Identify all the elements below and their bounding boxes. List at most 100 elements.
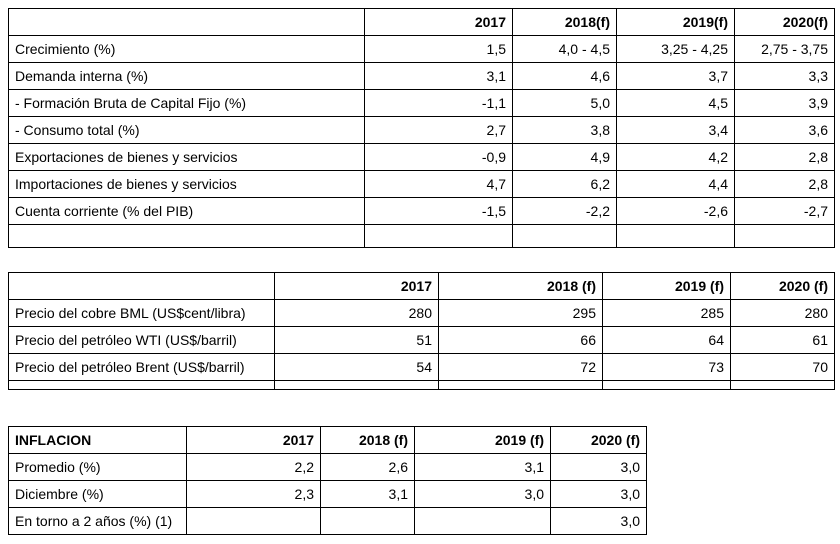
table-cell: -0,9: [364, 143, 513, 171]
table-cell: 4,6: [512, 62, 617, 90]
table-cell: 73: [602, 353, 731, 381]
table-cell: 54: [274, 353, 439, 381]
table-cell: [186, 507, 321, 535]
row-label: - Formación Bruta de Capital Fijo (%): [8, 89, 365, 117]
table-row: En torno a 2 años (%) (1) 3,0: [8, 507, 647, 535]
spacer-cell: [8, 224, 365, 248]
table-row: Importaciones de bienes y servicios 4,7 …: [8, 170, 835, 198]
spacer-cell: [512, 224, 617, 248]
column-header: 2017: [274, 272, 439, 300]
table-cell: 3,1: [320, 480, 415, 508]
spacer-cell: [730, 380, 835, 390]
table-cell: 4,9: [512, 143, 617, 171]
table-cell: 6,2: [512, 170, 617, 198]
table-cell: 2,8: [734, 170, 835, 198]
table-cell: 4,5: [616, 89, 735, 117]
table-row: - Consumo total (%) 2,7 3,8 3,4 3,6: [8, 116, 835, 144]
column-header: 2018 (f): [438, 272, 603, 300]
table-spacer-row: [8, 224, 835, 248]
table-row: - Formación Bruta de Capital Fijo (%) -1…: [8, 89, 835, 117]
column-header: 2018(f): [512, 8, 617, 36]
table-cell: 3,0: [550, 507, 647, 535]
table-row: Precio del petróleo WTI (US$/barril) 51 …: [8, 326, 835, 354]
table-cell: 2,6: [320, 453, 415, 481]
table-cell: 3,7: [616, 62, 735, 90]
table-cell: 2,7: [364, 116, 513, 144]
row-label: En torno a 2 años (%) (1): [8, 507, 187, 535]
table-row: Precio del cobre BML (US$cent/libra) 280…: [8, 299, 835, 327]
table-row: Demanda interna (%) 3,1 4,6 3,7 3,3: [8, 62, 835, 90]
table-row: Crecimiento (%) 1,5 4,0 - 4,5 3,25 - 4,2…: [8, 35, 835, 63]
table-cell: -2,2: [512, 197, 617, 225]
spacer-cell: [274, 380, 439, 390]
column-header: 2019 (f): [602, 272, 731, 300]
table-row: Promedio (%) 2,2 2,6 3,1 3,0: [8, 453, 647, 481]
table-cell: 3,0: [550, 480, 647, 508]
header-blank-cell: [8, 8, 365, 36]
table-cell: 3,0: [550, 453, 647, 481]
table-cell: 3,3: [734, 62, 835, 90]
spacer-cell: [438, 380, 603, 390]
table-cell: 61: [730, 326, 835, 354]
table-title: INFLACION: [8, 426, 187, 454]
table-header-row: INFLACION 2017 2018 (f) 2019 (f) 2020 (f…: [8, 426, 647, 454]
table-cell: 51: [274, 326, 439, 354]
table-cell: 66: [438, 326, 603, 354]
header-blank-cell: [8, 272, 275, 300]
column-header: 2020(f): [734, 8, 835, 36]
table-cell: 295: [438, 299, 603, 327]
table-row: Diciembre (%) 2,3 3,1 3,0 3,0: [8, 480, 647, 508]
column-header: 2020 (f): [550, 426, 647, 454]
inflation-table: INFLACION 2017 2018 (f) 2019 (f) 2020 (f…: [8, 426, 647, 535]
column-header: 2019 (f): [414, 426, 551, 454]
table-cell: 4,2: [616, 143, 735, 171]
table-cell: 4,0 - 4,5: [512, 35, 617, 63]
table-cell: -2,6: [616, 197, 735, 225]
table-cell: 70: [730, 353, 835, 381]
table-cell: 3,0: [414, 480, 551, 508]
table-cell: [320, 507, 415, 535]
column-header: 2017: [364, 8, 513, 36]
column-header: 2019(f): [616, 8, 735, 36]
table-header-row: 2017 2018(f) 2019(f) 2020(f): [8, 8, 835, 36]
table-row: Cuenta corriente (% del PIB) -1,5 -2,2 -…: [8, 197, 835, 225]
table-cell: 5,0: [512, 89, 617, 117]
spacer-cell: [734, 224, 835, 248]
row-label: Exportaciones de bienes y servicios: [8, 143, 365, 171]
table-cell: 1,5: [364, 35, 513, 63]
table-cell: -2,7: [734, 197, 835, 225]
commodity-prices-table: 2017 2018 (f) 2019 (f) 2020 (f) Precio d…: [8, 272, 835, 390]
spacer-cell: [602, 380, 731, 390]
table-cell: 2,3: [186, 480, 321, 508]
table-cell: 3,8: [512, 116, 617, 144]
table-cell: 3,9: [734, 89, 835, 117]
table-header-row: 2017 2018 (f) 2019 (f) 2020 (f): [8, 272, 835, 300]
row-label: Crecimiento (%): [8, 35, 365, 63]
row-label: Importaciones de bienes y servicios: [8, 170, 365, 198]
table-cell: 3,6: [734, 116, 835, 144]
column-header: 2018 (f): [320, 426, 415, 454]
table-row: Precio del petróleo Brent (US$/barril) 5…: [8, 353, 835, 381]
table-cell: -1,5: [364, 197, 513, 225]
table-cell: 280: [730, 299, 835, 327]
table-cell: 3,1: [364, 62, 513, 90]
row-label: Diciembre (%): [8, 480, 187, 508]
spacer-cell: [364, 224, 513, 248]
table-cell: 2,2: [186, 453, 321, 481]
table-cell: 4,4: [616, 170, 735, 198]
table-cell: -1,1: [364, 89, 513, 117]
row-label: Precio del cobre BML (US$cent/libra): [8, 299, 275, 327]
table-cell: 2,8: [734, 143, 835, 171]
table-row: Exportaciones de bienes y servicios -0,9…: [8, 143, 835, 171]
table-cell: 3,1: [414, 453, 551, 481]
column-header: 2017: [186, 426, 321, 454]
table-cell: 3,4: [616, 116, 735, 144]
table-cell: 4,7: [364, 170, 513, 198]
table-cell: 3,25 - 4,25: [616, 35, 735, 63]
table-cell: 285: [602, 299, 731, 327]
spacer-cell: [8, 380, 275, 390]
table-cell: 64: [602, 326, 731, 354]
row-label: Cuenta corriente (% del PIB): [8, 197, 365, 225]
row-label: Precio del petróleo WTI (US$/barril): [8, 326, 275, 354]
row-label: Precio del petróleo Brent (US$/barril): [8, 353, 275, 381]
